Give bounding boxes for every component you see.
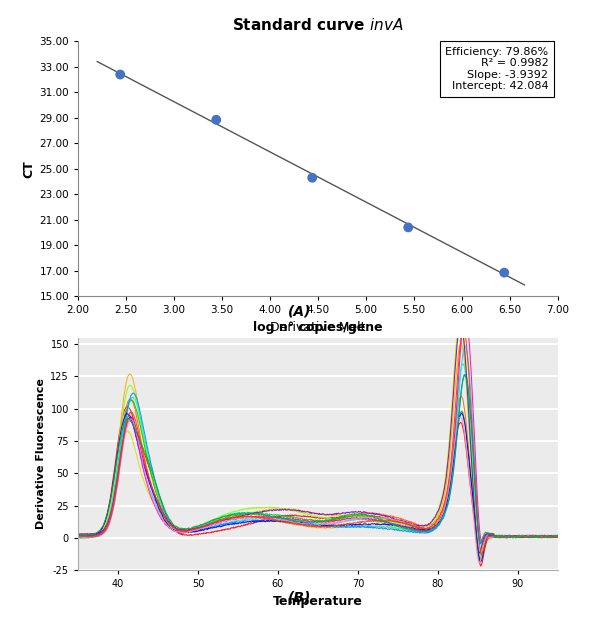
Title: Derivative Melt: Derivative Melt [270,320,366,334]
Y-axis label: Derivative Fluorescence: Derivative Fluorescence [36,378,46,529]
Text: (B): (B) [289,591,311,605]
Point [307,173,317,183]
Point [115,69,125,80]
X-axis label: log n° copies/gene: log n° copies/gene [253,321,383,334]
Title: Standard curve $\mathit{invA}$: Standard curve $\mathit{invA}$ [232,17,404,33]
Y-axis label: CT: CT [22,160,35,178]
X-axis label: Temperature: Temperature [273,595,363,608]
Text: (A): (A) [288,304,312,318]
Point [211,115,221,125]
Point [403,222,413,233]
Point [499,268,509,278]
Text: Efficiency: 79.86%
R² = 0.9982
Slope: -3.9392
Intercept: 42.084: Efficiency: 79.86% R² = 0.9982 Slope: -3… [445,47,548,91]
